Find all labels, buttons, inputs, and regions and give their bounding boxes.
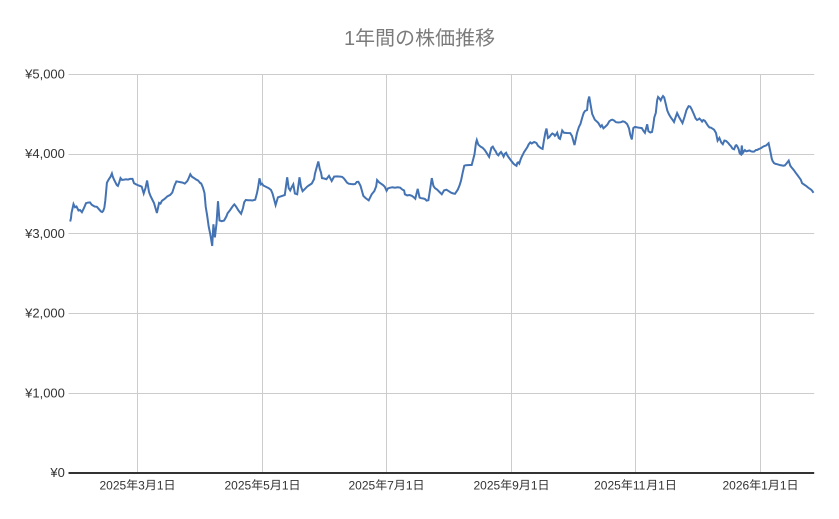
svg-text:1: 1 <box>406 478 413 492</box>
svg-text:1: 1 <box>780 478 787 492</box>
svg-text:2025: 2025 <box>594 478 621 492</box>
svg-text:3: 3 <box>138 478 145 492</box>
svg-text:9: 9 <box>512 478 519 492</box>
svg-text:¥3,000: ¥3,000 <box>24 226 65 241</box>
svg-text:1: 1 <box>658 478 665 492</box>
svg-text:1: 1 <box>344 28 355 50</box>
svg-text:11: 11 <box>633 478 646 492</box>
svg-text:2025: 2025 <box>99 478 126 492</box>
svg-text:1: 1 <box>761 478 768 492</box>
svg-text:¥2,000: ¥2,000 <box>24 306 65 321</box>
svg-text:2025: 2025 <box>348 478 375 492</box>
svg-text:1: 1 <box>282 478 289 492</box>
svg-text:7: 7 <box>387 478 394 492</box>
svg-text:2025: 2025 <box>224 478 251 492</box>
svg-text:¥4,000: ¥4,000 <box>24 146 65 161</box>
svg-text:1: 1 <box>531 478 538 492</box>
svg-text:5: 5 <box>263 478 270 492</box>
svg-text:2026: 2026 <box>722 478 749 492</box>
svg-text:¥1,000: ¥1,000 <box>24 385 65 400</box>
svg-text:1: 1 <box>157 478 164 492</box>
svg-text:2025: 2025 <box>473 478 500 492</box>
svg-text:¥0: ¥0 <box>49 465 64 480</box>
svg-text:¥5,000: ¥5,000 <box>24 66 65 81</box>
